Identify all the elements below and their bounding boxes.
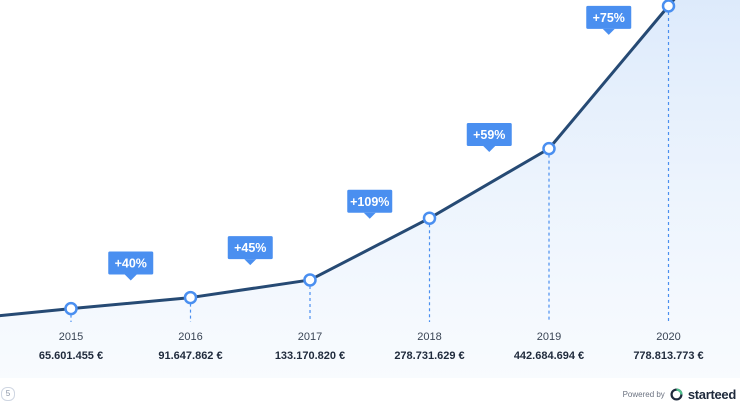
data-point-2020	[661, 0, 676, 13]
growth-badge-pointer	[363, 212, 376, 219]
chart-area-fill	[0, 0, 740, 378]
value-label-2019: 442.684.694 €	[514, 350, 584, 362]
growth-label: +109%	[350, 195, 389, 209]
growth-badge-bg	[466, 122, 512, 146]
growth-badge-pointer	[602, 28, 615, 35]
growth-badge-bg	[347, 189, 393, 213]
growth-label: +45%	[234, 241, 266, 255]
value-label-2020: 778.813.773 €	[633, 350, 703, 362]
year-label-2015: 2015	[59, 331, 83, 343]
year-label-2017: 2017	[298, 331, 322, 343]
year-label-2016: 2016	[178, 331, 202, 343]
powered-by-footer: Powered by starteed	[622, 386, 737, 402]
data-point-2016	[183, 290, 198, 305]
growth-label: +40%	[115, 256, 147, 270]
growth-label: +75%	[593, 11, 625, 25]
growth-badge-1: +40%	[108, 251, 154, 281]
data-point-2018	[422, 211, 437, 225]
growth-badge-bg	[586, 5, 632, 29]
series-line	[0, 0, 676, 318]
data-point-2015	[64, 301, 78, 316]
starteed-logo-icon	[670, 387, 683, 401]
year-label-2020: 2020	[656, 331, 680, 343]
growth-badge-pointer	[483, 145, 496, 152]
page-number: 5	[1, 387, 15, 401]
growth-badge-bg	[227, 236, 273, 260]
value-label-2016: 91.647.862 €	[158, 350, 222, 362]
data-point-2017	[303, 273, 317, 287]
year-label-2018: 2018	[417, 331, 441, 343]
value-label-2018: 278.731.629 €	[394, 350, 464, 362]
growth-badge-5: +75%	[586, 5, 632, 35]
powered-by-text: Powered by	[622, 389, 665, 399]
growth-badge-pointer	[244, 259, 257, 266]
growth-badge-3: +109%	[347, 189, 393, 219]
growth-badge-pointer	[124, 274, 137, 281]
value-label-2015: 65.601.455 €	[39, 350, 103, 362]
year-label-2019: 2019	[537, 331, 561, 343]
growth-badge-4: +59%	[466, 122, 512, 152]
value-label-2017: 133.170.820 €	[275, 350, 345, 362]
data-point-2019	[542, 141, 556, 156]
brand-name: starteed	[687, 386, 736, 402]
growth-badge-2: +45%	[227, 236, 273, 266]
growth-badge-bg	[108, 251, 154, 275]
growth-label: +59%	[473, 128, 505, 142]
